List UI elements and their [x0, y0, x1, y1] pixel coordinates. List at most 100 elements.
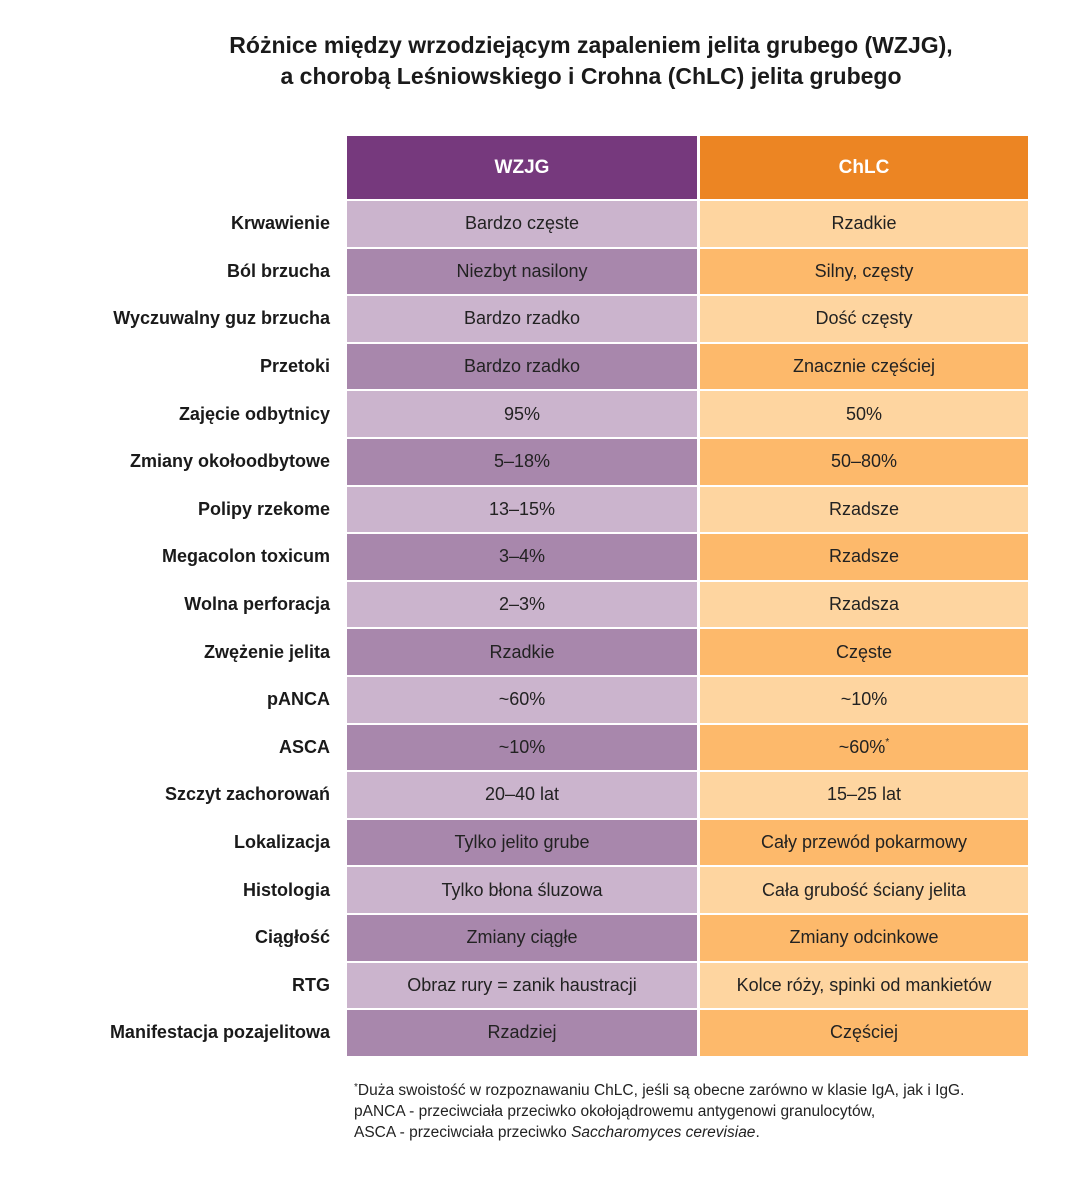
cell-chlc-text: ~60%	[838, 736, 886, 757]
table-row: Polipy rzekome 13–15% Rzadsze	[0, 486, 1070, 535]
cell-chlc: Rzadsze	[700, 534, 1028, 580]
table-row: Wyczuwalny guz brzucha Bardzo rzadko Dość …	[0, 296, 1070, 344]
cell-wzjg: Tylko jelito grube	[347, 819, 697, 866]
table-row: Zajęcie odbytnicy 95% 50%	[0, 391, 1070, 439]
cell-chlc: 50%	[700, 391, 1028, 437]
cell-wzjg: ~10%	[347, 724, 697, 771]
footnote-line-3: ASCA - przeciwciała przeciwko Saccharomy…	[354, 1122, 1054, 1143]
cell-wzjg-text: 3–4%	[498, 546, 546, 567]
row-label: pANCA	[267, 689, 330, 710]
cell-wzjg-text: ~10%	[498, 736, 546, 757]
cell-wzjg: Tylko błona śluzowa	[347, 867, 697, 913]
row-label: ASCA	[278, 736, 330, 757]
cell-chlc: Zmiany odcinkowe	[700, 914, 1028, 961]
footnote-marker: *	[885, 736, 890, 748]
row-label: Ból brzucha	[226, 260, 330, 281]
cell-chlc-text: Cała grubość ściany jelita	[761, 879, 967, 900]
row-label: Megacolon toxicum	[161, 546, 330, 567]
footnote-text-1: Duża swoistość w rozpoznawaniu ChLC, jeś…	[357, 1082, 965, 1099]
cell-chlc-text: Częste	[835, 641, 893, 662]
cell-chlc: Znacznie częściej	[700, 343, 1028, 390]
cell-wzjg-text: Rzadziej	[487, 1022, 557, 1043]
cell-chlc-text: Silny, częsty	[814, 260, 914, 281]
table-row: Manifestacja pozajelitowa Rzadziej Częście…	[0, 1010, 1070, 1058]
cell-chlc-text: Rzadsze	[828, 498, 900, 519]
cell-chlc: Częste	[700, 629, 1028, 675]
cell-wzjg-text: Bardzo rzadko	[463, 356, 581, 377]
cell-chlc-text: Rzadsze	[828, 546, 900, 567]
table-row: Lokalizacja Tylko jelito grube Cały przewó…	[0, 819, 1070, 868]
cell-chlc-text: Kolce róży, spinki od mankietów	[736, 974, 992, 995]
comparison-table: WZJG ChLC Krwawienie Bardzo częste Rzadkie…	[0, 136, 1070, 1058]
cell-chlc: Cała grubość ściany jelita	[700, 867, 1028, 913]
table-row: Wolna perforacja 2–3% Rzadsza	[0, 581, 1070, 630]
cell-wzjg: Rzadkie	[347, 629, 697, 675]
footnote: *Duża swoistość w rozpoznawaniu ChLC, je…	[354, 1080, 1054, 1143]
cell-chlc-text: Znacznie częściej	[792, 356, 936, 377]
cell-wzjg: 13–15%	[347, 486, 697, 533]
cell-chlc-text: Rzadkie	[831, 213, 897, 234]
cell-chlc: 50–80%	[700, 438, 1028, 485]
footnote-line-2: pANCA - przeciwciała przeciwko okołojądr…	[354, 1103, 876, 1120]
row-label: Wolna perforacja	[184, 594, 330, 615]
cell-wzjg-text: Niezbyt nasilony	[456, 260, 588, 281]
cell-wzjg-text: Rzadkie	[489, 641, 555, 662]
row-label: Lokalizacja	[233, 832, 330, 853]
row-label: Zwężenie jelita	[203, 641, 330, 662]
table-row: Megacolon toxicum 3–4% Rzadsze	[0, 534, 1070, 582]
cell-wzjg-text: 20–40 lat	[484, 784, 560, 805]
cell-wzjg-text: 2–3%	[498, 594, 546, 615]
cell-chlc: Kolce róży, spinki od mankietów	[700, 962, 1028, 1009]
cell-wzjg: Niezbyt nasilony	[347, 248, 697, 295]
cell-wzjg-text: 13–15%	[488, 498, 556, 519]
row-label: RTG	[292, 974, 330, 995]
row-label: Wyczuwalny guz brzucha	[113, 308, 330, 329]
cell-wzjg-text: 95%	[503, 403, 541, 424]
cell-wzjg: Bardzo rzadko	[347, 296, 697, 342]
cell-wzjg: Rzadziej	[347, 1010, 697, 1056]
table-row: Przetoki Bardzo rzadko Znacznie częściej	[0, 343, 1070, 392]
cell-chlc: ~10%	[700, 676, 1028, 723]
cell-wzjg-text: Zmiany ciągłe	[466, 927, 578, 948]
footnote-text-3: ASCA - przeciwciała przeciwko	[354, 1124, 572, 1141]
row-label: Ciągłość	[254, 927, 330, 948]
table-row: Ciągłość Zmiany ciągłe Zmiany odcinkowe	[0, 914, 1070, 963]
cell-wzjg: Bardzo rzadko	[347, 343, 697, 390]
footnote-line-1: *Duża swoistość w rozpoznawaniu ChLC, je…	[354, 1080, 1054, 1101]
row-label: Zmiany okołoodbytowe	[129, 451, 330, 472]
cell-wzjg: Bardzo częste	[347, 201, 697, 247]
cell-wzjg-text: Tylko jelito grube	[454, 832, 590, 853]
table-header-row: WZJG ChLC	[0, 136, 1070, 199]
cell-wzjg-text: ~60%	[498, 689, 546, 710]
table-row: Ból brzucha Niezbyt nasilony Silny, częsty	[0, 248, 1070, 297]
cell-chlc-text: 50–80%	[830, 451, 898, 472]
cell-wzjg: 95%	[347, 391, 697, 437]
cell-chlc: 15–25 lat	[700, 772, 1028, 818]
footnote-period: .	[755, 1124, 760, 1141]
cell-wzjg: ~60%	[347, 676, 697, 723]
row-label: Manifestacja pozajelitowa	[109, 1022, 330, 1043]
row-label: Polipy rzekome	[197, 498, 330, 519]
cell-wzjg: Zmiany ciągłe	[347, 914, 697, 961]
cell-chlc-text: Rzadsza	[828, 594, 900, 615]
table-row: pANCA ~60% ~10%	[0, 676, 1070, 725]
cell-wzjg: 3–4%	[347, 534, 697, 580]
cell-wzjg-text: Tylko błona śluzowa	[441, 879, 603, 900]
cell-chlc-text: Zmiany odcinkowe	[789, 927, 939, 948]
cell-wzjg-text: Obraz rury = zanik haustracji	[407, 974, 637, 995]
cell-wzjg: 2–3%	[347, 581, 697, 628]
table-row: ASCA ~10% ~60% *	[0, 724, 1070, 773]
cell-chlc-text: Częściej	[829, 1022, 899, 1043]
cell-wzjg-text: Bardzo rzadko	[463, 308, 581, 329]
row-label: Histologia	[242, 879, 330, 900]
row-label: Przetoki	[259, 356, 330, 377]
cell-chlc: Częściej	[700, 1010, 1028, 1056]
cell-chlc: ~60% *	[700, 724, 1028, 771]
cell-wzjg-text: 5–18%	[493, 451, 551, 472]
column-header-chlc: ChLC	[700, 136, 1028, 199]
cell-chlc-text: Cały przewód pokarmowy	[760, 832, 968, 853]
cell-chlc: Silny, częsty	[700, 248, 1028, 295]
cell-chlc: Dość częsty	[700, 296, 1028, 342]
cell-chlc: Rzadkie	[700, 201, 1028, 247]
footnote-star: *	[354, 1082, 358, 1093]
